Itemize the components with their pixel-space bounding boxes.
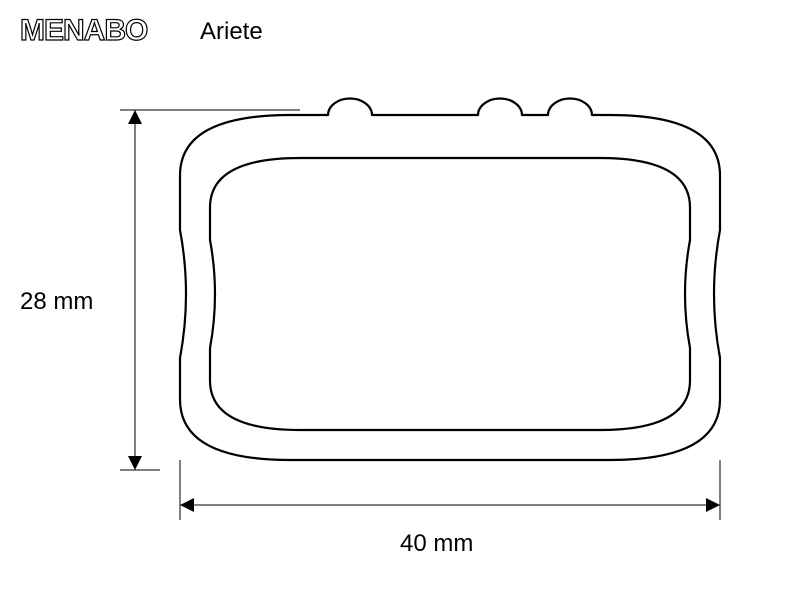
technical-drawing bbox=[0, 0, 800, 600]
diagram-canvas: MENABO Ariete 28 mm 40 mm bbox=[0, 0, 800, 600]
